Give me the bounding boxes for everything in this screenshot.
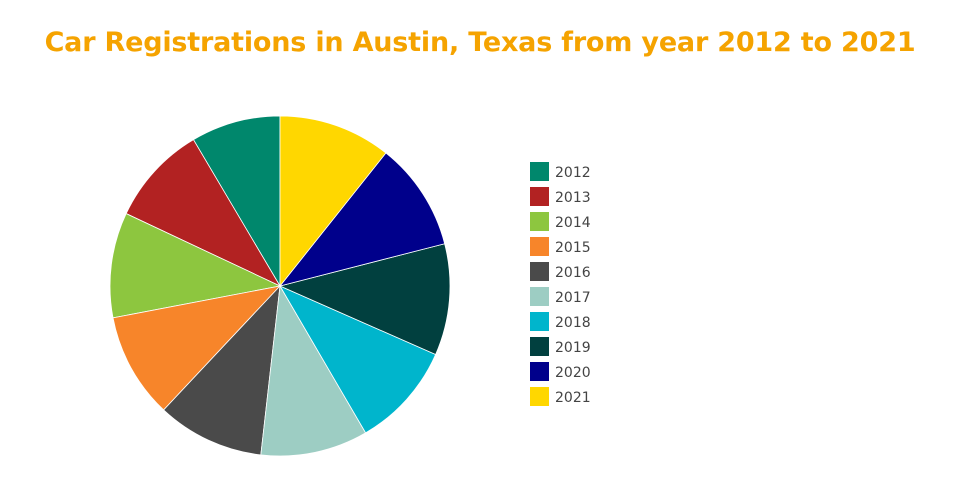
legend-item-2018[interactable]: 2018 [530, 312, 591, 331]
legend-label-2015: 2015 [555, 240, 591, 256]
legend-item-2017[interactable]: 2017 [530, 287, 591, 306]
pie-slice-2013[interactable] [125, 139, 282, 287]
legend-label-2019: 2019 [555, 340, 591, 356]
legend-label-2018: 2018 [555, 315, 591, 331]
legend-label-2020: 2020 [555, 365, 591, 381]
legend-item-2020[interactable]: 2020 [530, 362, 591, 381]
pie-slice-2014[interactable] [109, 213, 282, 319]
legend-label-2012: 2012 [555, 165, 591, 181]
legend-swatch-2017 [530, 287, 549, 306]
pie-slices [109, 115, 451, 457]
legend-item-2014[interactable]: 2014 [530, 212, 591, 231]
legend-swatch-2012 [530, 162, 549, 181]
pie-slice-2017[interactable] [260, 284, 367, 457]
legend-swatch-2021 [530, 387, 549, 406]
pie-slice-2015[interactable] [112, 285, 282, 411]
legend-label-2017: 2017 [555, 290, 591, 306]
pie-slice-2021[interactable] [279, 115, 387, 288]
legend-swatch-2018 [530, 312, 549, 331]
legend-swatch-2014 [530, 212, 549, 231]
legend: 2012 2013 2014 2015 2016 2017 2018 2019 2020 2021 [530, 162, 591, 406]
pie-slice-2016[interactable] [163, 284, 281, 456]
legend-label-2013: 2013 [555, 190, 591, 206]
legend-swatch-2020 [530, 362, 549, 381]
legend-swatch-2013 [530, 187, 549, 206]
legend-item-2012[interactable]: 2012 [530, 162, 591, 181]
legend-item-2015[interactable]: 2015 [530, 237, 591, 256]
legend-label-2016: 2016 [555, 265, 591, 281]
pie-slice-2018[interactable] [279, 285, 437, 434]
legend-swatch-2019 [530, 337, 549, 356]
pie-slice-2012[interactable] [192, 115, 281, 288]
pie-slice-2019[interactable] [278, 243, 451, 356]
legend-item-2016[interactable]: 2016 [530, 262, 591, 281]
legend-label-2021: 2021 [555, 390, 591, 406]
chart-title: Car Registrations in Austin, Texas from … [44, 27, 916, 58]
pie-slice-2020[interactable] [278, 152, 446, 287]
legend-swatch-2015 [530, 237, 549, 256]
legend-item-2013[interactable]: 2013 [530, 187, 591, 206]
legend-item-2019[interactable]: 2019 [530, 337, 591, 356]
legend-label-2014: 2014 [555, 215, 591, 231]
legend-swatch-2016 [530, 262, 549, 281]
legend-item-2021[interactable]: 2021 [530, 387, 591, 406]
